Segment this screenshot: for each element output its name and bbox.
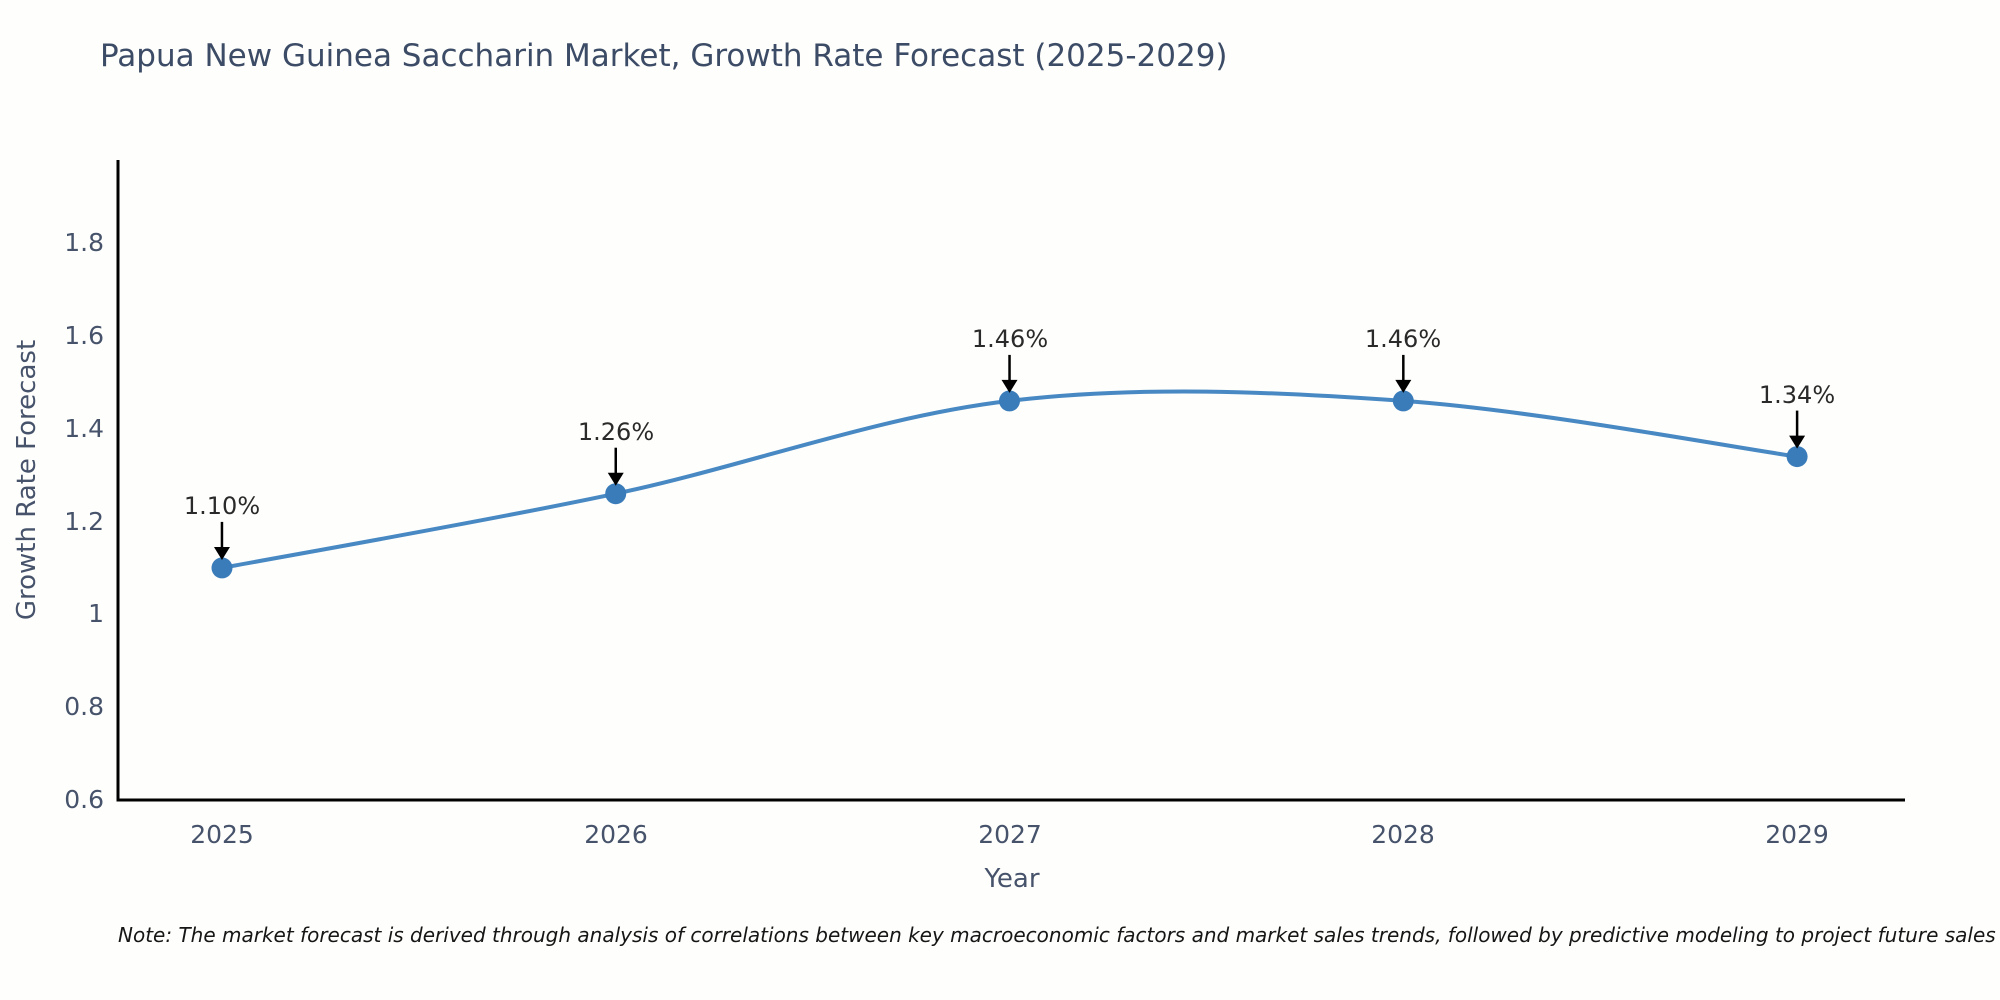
- y-tick-label: 1.6: [64, 321, 104, 350]
- y-tick-label: 1.2: [64, 507, 104, 536]
- chart-title: Papua New Guinea Saccharin Market, Growt…: [100, 38, 1228, 74]
- y-tick-label: 0.8: [64, 692, 104, 721]
- y-tick-label: 0.6: [64, 785, 104, 814]
- footnote: Note: The market forecast is derived thr…: [118, 923, 1996, 947]
- data-point-marker: [999, 390, 1020, 412]
- data-point-annotation: 1.46%: [1364, 325, 1442, 353]
- data-point-marker: [605, 483, 627, 505]
- x-axis-title: Year: [984, 864, 1040, 894]
- data-point-annotation: 1.46%: [971, 325, 1049, 353]
- y-axis-title: Growth Rate Forecast: [12, 339, 42, 621]
- data-point-annotation: 1.26%: [577, 418, 655, 446]
- trend-line: [220, 389, 1800, 570]
- annotation-arrowhead: [607, 472, 624, 486]
- data-point-marker: [1786, 446, 1808, 468]
- data-point-annotation: 1.10%: [183, 492, 261, 520]
- data-point-marker: [211, 557, 233, 579]
- x-tick-label: 2028: [1371, 820, 1435, 849]
- y-tick-label: 1: [88, 599, 104, 628]
- annotation-arrowhead: [1001, 379, 1018, 393]
- x-tick-label: 2025: [190, 820, 254, 849]
- data-point-marker: [1392, 390, 1414, 412]
- x-tick-label: 2026: [584, 820, 648, 849]
- annotation-arrowhead: [1395, 379, 1412, 393]
- x-tick-label: 2029: [1765, 820, 1829, 849]
- annotation-arrowhead: [213, 546, 230, 560]
- x-tick-label: 2027: [978, 820, 1042, 849]
- annotation-arrowhead: [1789, 435, 1806, 449]
- axis-line: [116, 160, 1905, 802]
- y-tick-label: 1.4: [64, 414, 104, 443]
- data-point-annotation: 1.34%: [1758, 381, 1836, 409]
- y-tick-label: 1.8: [64, 228, 104, 257]
